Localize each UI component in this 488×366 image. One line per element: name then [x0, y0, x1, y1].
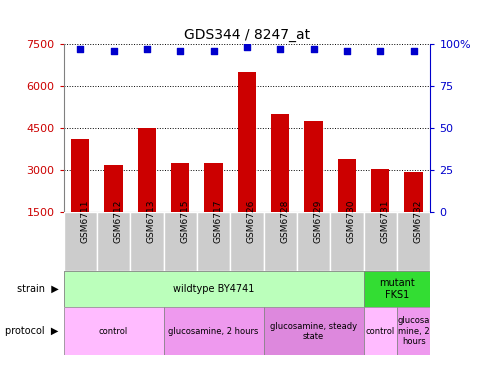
Text: control: control: [365, 327, 394, 336]
Bar: [63, 271, 363, 307]
Text: GSM6730: GSM6730: [346, 199, 355, 243]
Bar: [396, 212, 429, 271]
Text: GSM6712: GSM6712: [113, 199, 122, 243]
Bar: [71, 139, 89, 254]
Text: GSM6729: GSM6729: [313, 199, 322, 243]
Text: GSM6728: GSM6728: [280, 199, 289, 243]
Bar: [404, 172, 422, 254]
Bar: [337, 159, 355, 254]
Point: [309, 46, 317, 52]
Bar: [171, 163, 189, 254]
Text: GSM6732: GSM6732: [413, 199, 422, 243]
Bar: [270, 114, 289, 254]
Bar: [97, 212, 130, 271]
Bar: [204, 163, 223, 254]
Bar: [230, 212, 263, 271]
Point: [209, 48, 217, 53]
Text: GSM6715: GSM6715: [180, 199, 189, 243]
Bar: [363, 212, 396, 271]
Bar: [163, 307, 263, 355]
Bar: [138, 128, 156, 254]
Bar: [304, 121, 322, 254]
Text: GSM6726: GSM6726: [246, 199, 255, 243]
Bar: [63, 307, 163, 355]
Point: [276, 46, 284, 52]
Text: strain  ▶: strain ▶: [17, 284, 59, 294]
Point: [243, 44, 250, 50]
Text: GSM6713: GSM6713: [146, 199, 156, 243]
Bar: [63, 212, 97, 271]
Bar: [363, 307, 396, 355]
Bar: [104, 165, 122, 254]
Text: GSM6717: GSM6717: [213, 199, 222, 243]
Bar: [263, 212, 296, 271]
Text: wildtype BY4741: wildtype BY4741: [173, 284, 254, 294]
Bar: [396, 307, 429, 355]
Point: [76, 46, 84, 52]
Text: GSM6711: GSM6711: [80, 199, 89, 243]
Bar: [370, 169, 388, 254]
Text: glucosamine, steady
state: glucosamine, steady state: [269, 321, 356, 341]
Title: GDS344 / 8247_at: GDS344 / 8247_at: [183, 27, 309, 41]
Point: [176, 48, 184, 53]
Bar: [296, 212, 329, 271]
Bar: [329, 212, 363, 271]
Point: [142, 46, 150, 52]
Point: [109, 48, 117, 53]
Point: [343, 48, 350, 53]
Text: glucosamine, 2 hours: glucosamine, 2 hours: [168, 327, 258, 336]
Text: glucosa
mine, 2
hours: glucosa mine, 2 hours: [397, 316, 429, 346]
Bar: [263, 307, 363, 355]
Text: GSM6731: GSM6731: [380, 199, 388, 243]
Bar: [163, 212, 197, 271]
Point: [376, 48, 384, 53]
Bar: [237, 72, 256, 254]
Bar: [130, 212, 163, 271]
Point: [409, 48, 417, 53]
Text: control: control: [99, 327, 128, 336]
Bar: [197, 212, 230, 271]
Text: protocol  ▶: protocol ▶: [5, 326, 59, 336]
Bar: [363, 271, 429, 307]
Text: mutant
FKS1: mutant FKS1: [378, 278, 414, 300]
